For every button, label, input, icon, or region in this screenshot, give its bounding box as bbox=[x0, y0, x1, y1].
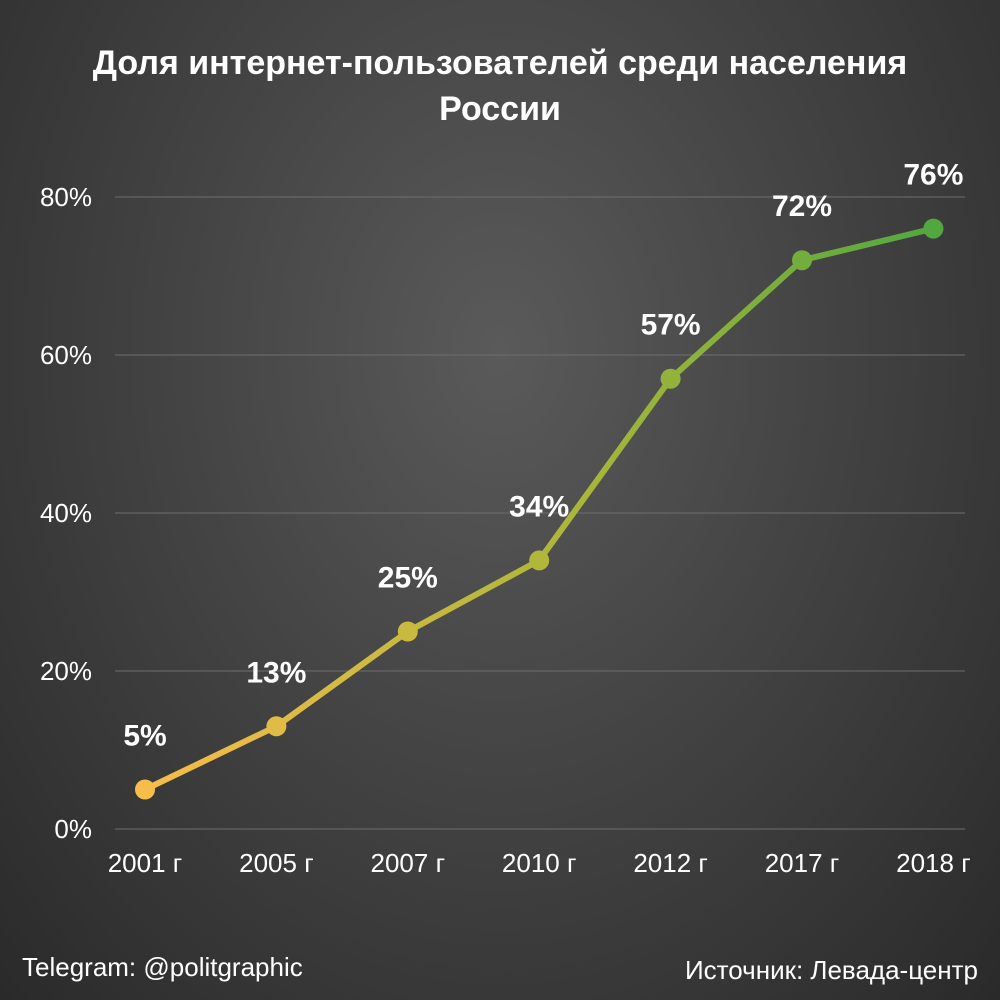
y-tick-label: 0% bbox=[54, 814, 92, 844]
source-credit: Источник: Левада-центр bbox=[684, 955, 978, 985]
data-point bbox=[397, 621, 418, 642]
data-point bbox=[266, 716, 287, 737]
x-tick-label: 2007 г bbox=[371, 848, 446, 878]
series-points bbox=[135, 218, 944, 800]
data-label: 72% bbox=[772, 190, 832, 223]
y-axis-ticks: 0% 20% 40% 60% 80% bbox=[40, 182, 92, 844]
y-tick-label: 60% bbox=[40, 340, 92, 370]
data-label: 34% bbox=[509, 490, 569, 523]
data-point bbox=[923, 218, 944, 239]
x-axis-ticks: 2001 г 2005 г 2007 г 2010 г 2012 г 2017 г 2018… bbox=[108, 848, 971, 878]
telegram-credit: Telegram: @politgraphic bbox=[22, 952, 303, 982]
data-labels: 5% 13% 25% 34% 57% 72% 76% bbox=[123, 159, 963, 753]
data-label: 76% bbox=[903, 159, 963, 192]
chart-title-line-1: Доля интернет-пользователей среди населе… bbox=[92, 44, 908, 82]
data-label: 25% bbox=[378, 562, 438, 595]
y-tick-label: 80% bbox=[40, 182, 92, 212]
data-point bbox=[792, 250, 812, 271]
x-tick-label: 2012 г bbox=[633, 848, 708, 878]
y-tick-label: 20% bbox=[40, 656, 92, 686]
x-tick-label: 2017 г bbox=[765, 848, 840, 878]
data-label: 57% bbox=[641, 309, 701, 342]
data-label: 5% bbox=[123, 720, 166, 753]
gridlines bbox=[115, 196, 965, 830]
data-point bbox=[660, 368, 681, 389]
y-tick-label: 40% bbox=[40, 498, 92, 528]
data-point bbox=[135, 779, 155, 800]
x-tick-label: 2010 г bbox=[502, 848, 577, 878]
x-tick-label: 2018 г bbox=[896, 848, 971, 878]
chart-title: Доля интернет-пользователей среди населе… bbox=[0, 40, 1000, 132]
x-tick-label: 2001 г bbox=[108, 848, 183, 878]
chart-title-line-2: России bbox=[439, 90, 561, 128]
x-tick-label: 2005 г bbox=[239, 848, 314, 878]
data-point bbox=[529, 550, 550, 571]
data-label: 13% bbox=[246, 656, 306, 689]
